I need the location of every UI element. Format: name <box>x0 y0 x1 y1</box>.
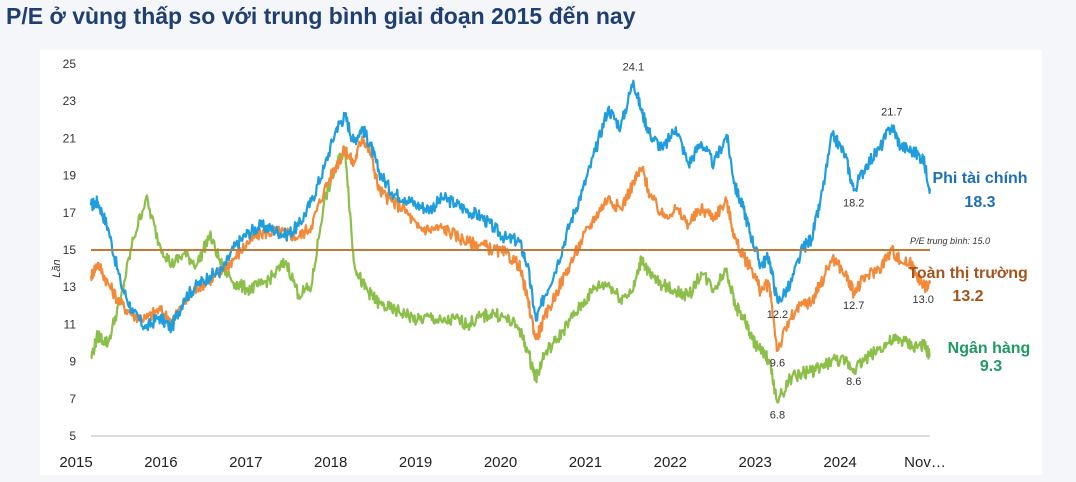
average-reference-label: P/E trung bình: 15.0 <box>910 236 990 246</box>
series-end-value: 13.2 <box>952 288 983 305</box>
x-tick-label: 2023 <box>739 454 772 471</box>
x-tick-label: 2020 <box>484 454 517 471</box>
data-label: 18.2 <box>843 197 864 209</box>
y-tick-label: 19 <box>63 169 77 183</box>
series-line-1 <box>89 135 932 353</box>
data-label: 13.0 <box>913 294 934 306</box>
data-label: 21.7 <box>881 106 902 118</box>
data-label: 24.1 <box>623 62 644 74</box>
x-tick-label: 2016 <box>144 454 177 471</box>
x-tick-label: 2018 <box>314 454 347 471</box>
data-label: 12.2 <box>767 309 788 321</box>
series-name-label: Toàn thị trường <box>908 265 1028 282</box>
y-tick-label: 5 <box>69 429 76 443</box>
y-tick-label: 17 <box>63 206 77 220</box>
series-name-label: Ngân hàng <box>948 340 1031 357</box>
data-label: 12.7 <box>843 300 864 312</box>
y-tick-label: 15 <box>63 243 77 257</box>
x-tick-label: 2022 <box>654 454 687 471</box>
y-axis-ticks: 5 7 9 11 13 15 17 19 21 23 25 <box>63 57 77 443</box>
series-end-value: 18.3 <box>964 194 995 211</box>
series-labels: Phi tài chính 18.3 Toàn thị trường 13.2 Ngân… <box>908 170 1030 375</box>
x-tick-label: 2024 <box>823 454 856 471</box>
series-line-0 <box>89 79 932 334</box>
y-tick-label: 23 <box>63 94 77 108</box>
x-tick-label: 2021 <box>569 454 602 471</box>
y-axis-label: Lần <box>51 259 63 277</box>
chart-card <box>40 50 1042 475</box>
y-tick-label: 21 <box>63 131 77 145</box>
series-name-label: Phi tài chính <box>932 170 1027 187</box>
y-tick-label: 7 <box>69 392 76 406</box>
x-tick-label: 2017 <box>229 454 262 471</box>
y-tick-label: 9 <box>69 355 76 369</box>
data-label: 6.8 <box>770 410 785 422</box>
y-tick-label: 13 <box>63 280 77 294</box>
data-label: 8.6 <box>846 376 861 388</box>
series-end-value: 9.3 <box>980 358 1002 375</box>
data-annotations: 24.1 21.7 18.2 12.2 12.7 13.0 9.6 8.6 6.8 <box>623 62 934 422</box>
x-axis-ticks: 2015 2016 2017 2018 2019 2020 2021 2022 2023 2024… <box>59 454 946 471</box>
x-tick-label: 2019 <box>399 454 432 471</box>
x-tick-label: Nov… <box>904 454 946 471</box>
series-line-2 <box>90 145 931 404</box>
y-tick-label: 25 <box>63 57 77 71</box>
chart-title: P/E ở vùng thấp so với trung bình giai đ… <box>6 3 636 29</box>
series-lines <box>89 79 932 404</box>
data-label: 9.6 <box>770 357 785 369</box>
x-tick-label: 2015 <box>59 454 92 471</box>
y-tick-label: 11 <box>64 317 77 331</box>
